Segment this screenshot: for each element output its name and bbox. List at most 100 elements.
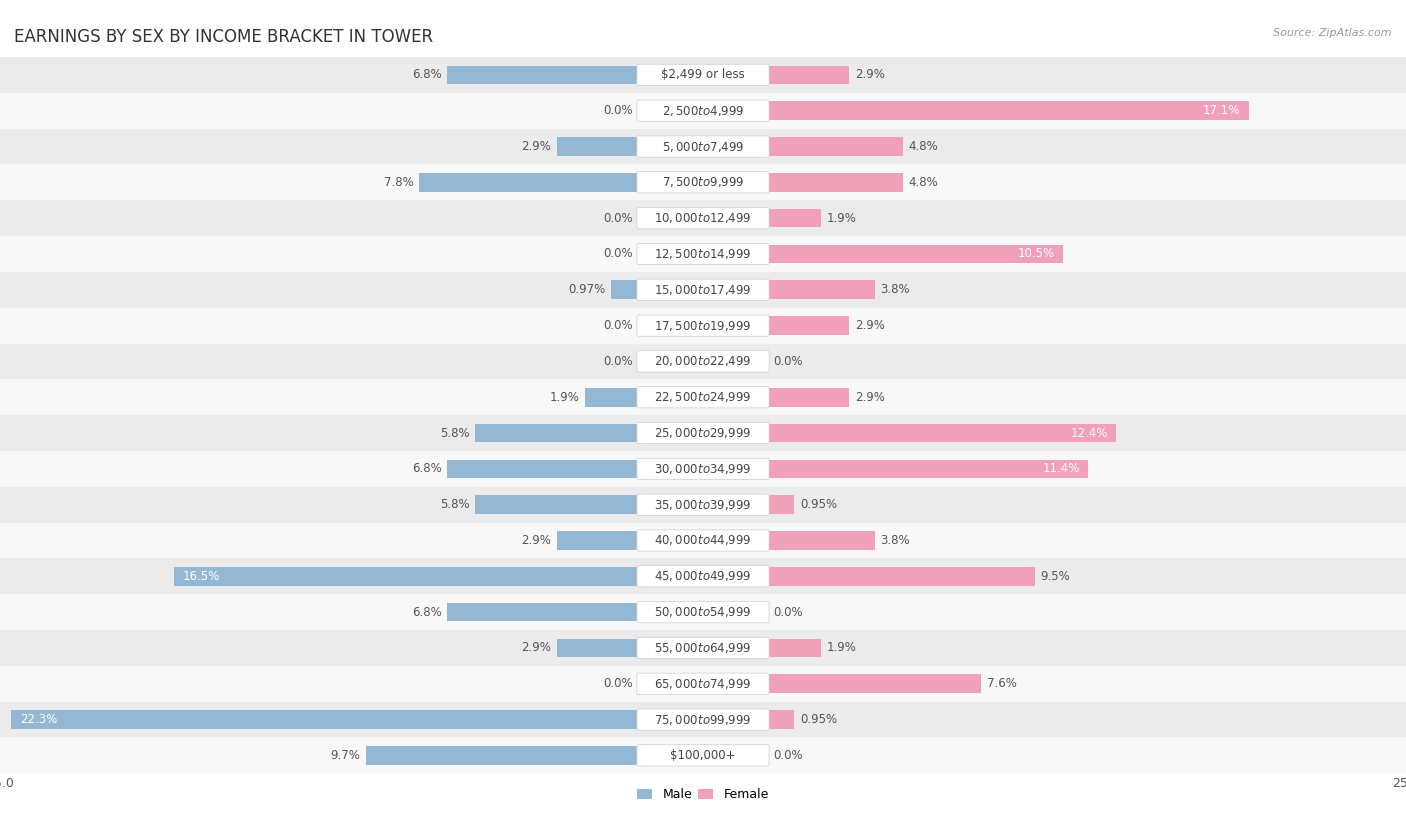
Text: 1.9%: 1.9% <box>827 212 856 225</box>
Text: 1.9%: 1.9% <box>550 391 579 404</box>
Bar <box>768 424 1116 442</box>
Text: $2,500 to $4,999: $2,500 to $4,999 <box>662 103 744 118</box>
FancyBboxPatch shape <box>637 315 769 336</box>
Text: 17.1%: 17.1% <box>1202 104 1240 117</box>
Text: 6.8%: 6.8% <box>412 462 441 475</box>
Bar <box>419 173 638 191</box>
FancyBboxPatch shape <box>637 745 769 766</box>
Bar <box>768 460 1088 478</box>
Text: 4.8%: 4.8% <box>908 140 938 153</box>
FancyBboxPatch shape <box>637 100 769 121</box>
Text: 2.9%: 2.9% <box>522 534 551 547</box>
Text: $5,000 to $7,499: $5,000 to $7,499 <box>662 139 744 154</box>
Text: 0.0%: 0.0% <box>603 104 633 117</box>
Text: 0.0%: 0.0% <box>603 247 633 260</box>
FancyBboxPatch shape <box>637 494 769 515</box>
FancyBboxPatch shape <box>637 566 769 587</box>
Text: $30,000 to $34,999: $30,000 to $34,999 <box>654 462 752 476</box>
Bar <box>0 666 1406 702</box>
Text: 3.8%: 3.8% <box>880 534 910 547</box>
FancyBboxPatch shape <box>637 422 769 444</box>
Text: 7.8%: 7.8% <box>384 176 413 189</box>
Bar <box>0 93 1406 129</box>
Bar <box>768 102 1249 120</box>
Bar <box>0 487 1406 523</box>
FancyBboxPatch shape <box>637 709 769 730</box>
Text: 22.3%: 22.3% <box>20 713 56 726</box>
Text: 2.9%: 2.9% <box>855 68 884 81</box>
Bar <box>768 209 821 227</box>
Bar <box>768 532 875 549</box>
Bar <box>174 567 638 585</box>
Bar <box>768 388 849 406</box>
Text: 2.9%: 2.9% <box>522 140 551 153</box>
Text: 2.9%: 2.9% <box>855 391 884 404</box>
Text: $65,000 to $74,999: $65,000 to $74,999 <box>654 676 752 691</box>
Text: 5.8%: 5.8% <box>440 427 470 440</box>
Bar <box>11 711 638 729</box>
Text: $2,499 or less: $2,499 or less <box>661 68 745 81</box>
Bar <box>557 532 638 549</box>
Bar <box>768 66 849 84</box>
Bar <box>447 603 638 621</box>
FancyBboxPatch shape <box>637 279 769 300</box>
Text: 2.9%: 2.9% <box>855 319 884 332</box>
Bar <box>768 496 794 514</box>
Text: 6.8%: 6.8% <box>412 606 441 619</box>
FancyBboxPatch shape <box>637 387 769 408</box>
Bar <box>0 129 1406 164</box>
Text: EARNINGS BY SEX BY INCOME BRACKET IN TOWER: EARNINGS BY SEX BY INCOME BRACKET IN TOW… <box>14 28 433 46</box>
Text: 0.0%: 0.0% <box>603 319 633 332</box>
FancyBboxPatch shape <box>637 530 769 551</box>
FancyBboxPatch shape <box>637 673 769 694</box>
Bar <box>768 675 981 693</box>
Bar <box>612 281 638 299</box>
FancyBboxPatch shape <box>637 602 769 623</box>
Text: 0.0%: 0.0% <box>603 355 633 368</box>
Text: 16.5%: 16.5% <box>183 570 219 583</box>
Bar <box>475 424 638 442</box>
Bar <box>0 702 1406 737</box>
Bar <box>0 523 1406 558</box>
Bar <box>557 639 638 657</box>
Text: $40,000 to $44,999: $40,000 to $44,999 <box>654 533 752 548</box>
FancyBboxPatch shape <box>637 64 769 85</box>
Bar <box>0 594 1406 630</box>
Bar <box>768 138 903 155</box>
Bar <box>0 558 1406 594</box>
FancyBboxPatch shape <box>637 351 769 372</box>
Text: 4.8%: 4.8% <box>908 176 938 189</box>
Bar <box>768 639 821 657</box>
Text: $15,000 to $17,499: $15,000 to $17,499 <box>654 282 752 297</box>
FancyBboxPatch shape <box>637 208 769 229</box>
Text: 0.95%: 0.95% <box>800 498 837 511</box>
Bar <box>0 272 1406 308</box>
FancyBboxPatch shape <box>637 637 769 659</box>
Legend: Male, Female: Male, Female <box>633 783 773 807</box>
Bar <box>0 415 1406 451</box>
Text: 0.95%: 0.95% <box>800 713 837 726</box>
FancyBboxPatch shape <box>637 172 769 193</box>
Bar <box>0 164 1406 200</box>
Bar <box>0 308 1406 344</box>
Text: 9.5%: 9.5% <box>1040 570 1070 583</box>
Text: Source: ZipAtlas.com: Source: ZipAtlas.com <box>1274 28 1392 38</box>
Text: 0.0%: 0.0% <box>603 677 633 690</box>
Text: 9.7%: 9.7% <box>330 749 360 762</box>
Bar <box>447 66 638 84</box>
Text: $50,000 to $54,999: $50,000 to $54,999 <box>654 605 752 619</box>
Bar <box>0 737 1406 773</box>
Bar <box>768 173 903 191</box>
Text: 12.4%: 12.4% <box>1070 427 1108 440</box>
Text: $20,000 to $22,499: $20,000 to $22,499 <box>654 354 752 369</box>
Bar <box>0 451 1406 487</box>
Text: $45,000 to $49,999: $45,000 to $49,999 <box>654 569 752 584</box>
Bar <box>768 281 875 299</box>
Text: $25,000 to $29,999: $25,000 to $29,999 <box>654 426 752 440</box>
Bar <box>0 630 1406 666</box>
Bar <box>447 460 638 478</box>
Text: 10.5%: 10.5% <box>1018 247 1054 260</box>
Bar <box>0 200 1406 236</box>
Text: $55,000 to $64,999: $55,000 to $64,999 <box>654 641 752 655</box>
Text: 0.0%: 0.0% <box>773 749 803 762</box>
